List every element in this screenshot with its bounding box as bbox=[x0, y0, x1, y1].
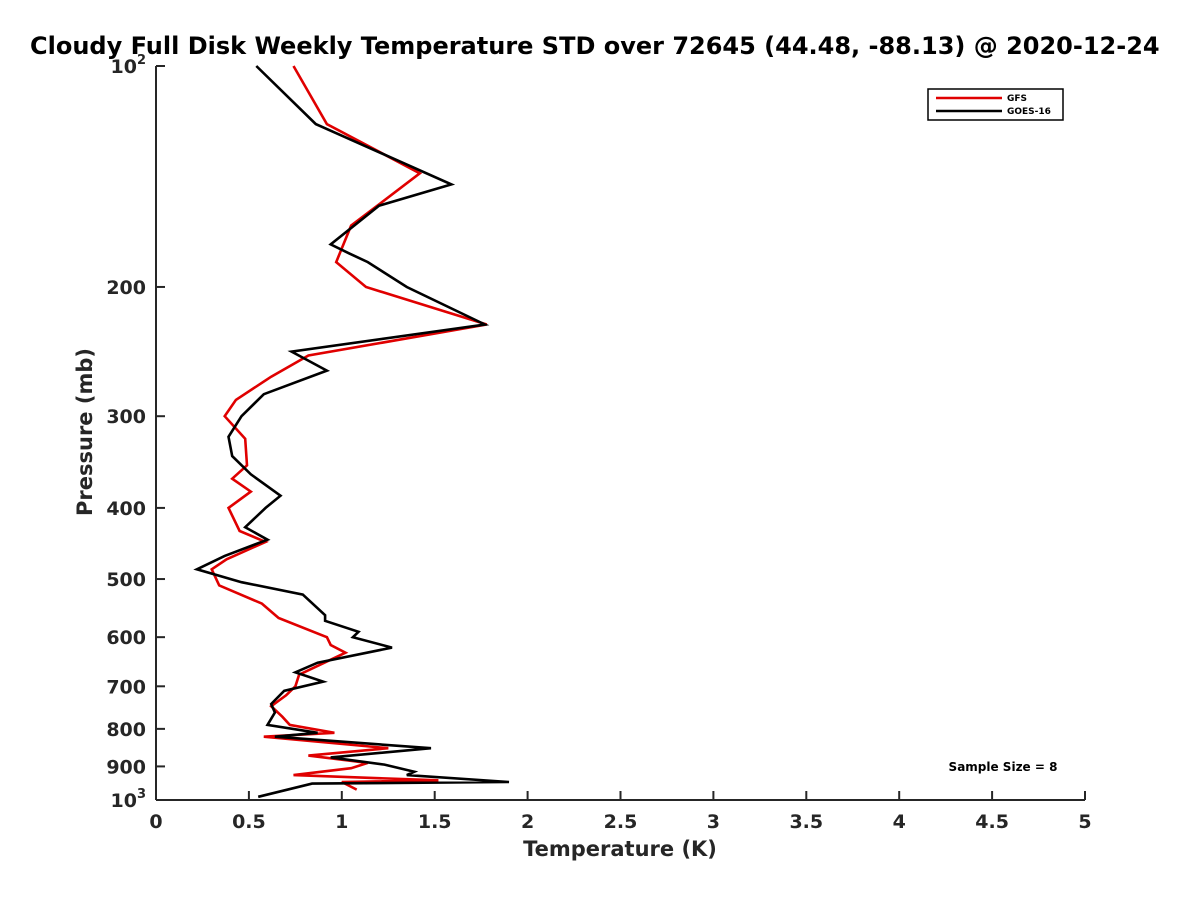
y-tick-label: 600 bbox=[106, 627, 146, 649]
y-tick-label: 400 bbox=[106, 498, 146, 520]
y-tick-label: 300 bbox=[106, 406, 146, 428]
series-line-gfs bbox=[210, 65, 488, 791]
x-axis-label: Temperature (K) bbox=[523, 837, 717, 861]
legend: GFS GOES-16 bbox=[927, 88, 1064, 121]
y-tick-label: 102 bbox=[111, 53, 147, 78]
y-tick-label: 200 bbox=[106, 277, 146, 299]
chart-title: Cloudy Full Disk Weekly Temperature STD … bbox=[30, 32, 1160, 60]
y-tick-label: 700 bbox=[106, 676, 146, 698]
x-tick-label: 3.5 bbox=[789, 811, 823, 833]
legend-box bbox=[927, 88, 1064, 121]
series-line-goes-16 bbox=[193, 65, 510, 799]
x-tick-label: 3 bbox=[707, 811, 720, 833]
legend-label-goes-16: GOES-16 bbox=[1007, 107, 1051, 117]
legend-label-gfs: GFS bbox=[1007, 94, 1027, 104]
x-tick-label: 2 bbox=[521, 811, 534, 833]
x-tick-label: 2.5 bbox=[604, 811, 638, 833]
x-tick-label: 1.5 bbox=[418, 811, 452, 833]
x-tick-label: 0 bbox=[149, 811, 162, 833]
x-tick-label: 5 bbox=[1078, 811, 1091, 833]
y-tick-label: 800 bbox=[106, 719, 146, 741]
y-tick-label: 900 bbox=[106, 756, 146, 778]
y-axis-label: Pressure (mb) bbox=[73, 348, 97, 516]
x-tick-label: 1 bbox=[335, 811, 348, 833]
y-tick-label: 500 bbox=[106, 569, 146, 591]
x-tick-label: 4.5 bbox=[975, 811, 1009, 833]
series-layer bbox=[193, 65, 510, 799]
x-tick-label: 0.5 bbox=[232, 811, 266, 833]
sample-size-annotation: Sample Size = 8 bbox=[949, 760, 1058, 774]
x-tick-label: 4 bbox=[893, 811, 906, 833]
axes-frame: 0 0.5 1 1.5 2 2.5 3 3.5 4 4.5 5 102 200 300 400 500 600 7… bbox=[106, 53, 1091, 833]
y-tick-label: 103 bbox=[111, 787, 147, 812]
